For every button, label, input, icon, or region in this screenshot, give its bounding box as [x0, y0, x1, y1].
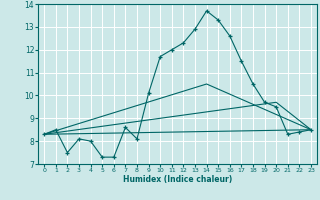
X-axis label: Humidex (Indice chaleur): Humidex (Indice chaleur): [123, 175, 232, 184]
